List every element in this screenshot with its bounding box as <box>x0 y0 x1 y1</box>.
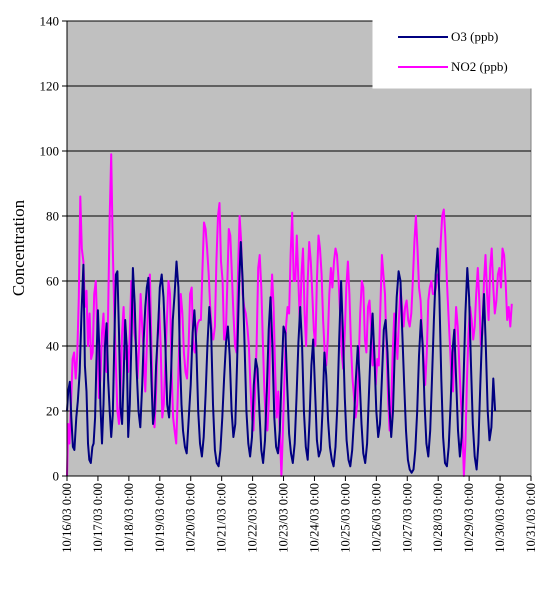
x-tick-label-0: 10/16/03 0:00 <box>60 483 74 553</box>
y-tick-label-140: 140 <box>40 14 60 29</box>
y-tick-label-60: 60 <box>46 274 59 289</box>
x-tick-label-8: 10/24/03 0:00 <box>307 483 321 553</box>
legend: O3 (ppb) NO2 (ppb) <box>372 20 532 89</box>
y-tick-label-100: 100 <box>40 144 60 159</box>
x-tick-label-13: 10/29/03 0:00 <box>462 483 476 553</box>
x-tick-label-7: 10/23/03 0:00 <box>277 483 291 553</box>
y-axis-title: Concentration <box>9 199 28 296</box>
legend-label-o3: O3 (ppb) <box>451 29 498 44</box>
x-tick-label-3: 10/19/03 0:00 <box>153 483 167 553</box>
plot-area <box>66 20 532 477</box>
y-axis-ticks: 0 20 40 60 80 100 120 140 <box>40 14 67 484</box>
y-tick-label-40: 40 <box>46 339 59 354</box>
series-line-o3 <box>66 241 497 474</box>
x-tick-label-6: 10/22/03 0:00 <box>246 483 260 553</box>
x-tick-label-12: 10/28/03 0:00 <box>431 483 445 553</box>
y-tick-label-120: 120 <box>40 79 60 94</box>
legend-box <box>372 20 532 89</box>
series-lines <box>66 153 513 477</box>
x-tick-label-9: 10/25/03 0:00 <box>338 483 352 553</box>
x-tick-label-15: 10/31/03 0:00 <box>524 483 538 553</box>
y-tick-label-20: 20 <box>46 404 59 419</box>
x-axis-ticks: 10/16/03 0:00 10/17/03 0:00 10/18/03 0:00 1… <box>60 476 538 553</box>
x-tick-label-14: 10/30/03 0:00 <box>493 483 507 553</box>
y-tick-label-80: 80 <box>46 209 59 224</box>
x-tick-label-10: 10/26/03 0:00 <box>369 483 383 553</box>
y-tick-label-0: 0 <box>53 469 60 484</box>
x-tick-label-1: 10/17/03 0:00 <box>91 483 105 553</box>
x-tick-label-2: 10/18/03 0:00 <box>122 483 136 553</box>
legend-label-no2: NO2 (ppb) <box>451 59 508 74</box>
x-tick-label-11: 10/27/03 0:00 <box>400 483 414 553</box>
x-tick-label-4: 10/20/03 0:00 <box>184 483 198 553</box>
x-tick-label-5: 10/21/03 0:00 <box>215 483 229 553</box>
